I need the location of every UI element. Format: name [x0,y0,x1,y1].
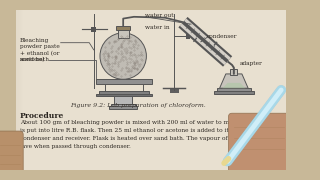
Text: Figure 9.2: Lab preparation of chloroform.: Figure 9.2: Lab preparation of chlorofor… [70,103,206,108]
Bar [0,10,16,170]
Bar [186,34,190,39]
Bar [109,106,138,109]
Text: adapter: adapter [239,61,262,66]
FancyBboxPatch shape [0,131,23,174]
Text: condenser: condenser [207,34,237,39]
Circle shape [100,33,146,79]
Bar [217,88,251,92]
Bar [116,26,130,30]
Bar [21,10,22,170]
Bar [214,91,253,94]
Text: lave when passed through condenser.: lave when passed through condenser. [20,144,131,149]
Text: is put into litre R.B. flask. Then 25 ml ethanol or acetone is added to it. Flas: is put into litre R.B. flask. Then 25 ml… [20,128,268,133]
Text: water in: water in [146,25,170,30]
Bar [230,69,237,75]
Bar [170,88,179,93]
Polygon shape [222,83,245,88]
Bar [118,29,129,38]
Text: condenser and receiver. Flask is heated over sand bath. The vapour of CHCl₃ and : condenser and receiver. Flask is heated … [20,136,284,141]
Bar [16,10,17,170]
Bar [22,10,23,170]
Bar [91,27,96,32]
FancyBboxPatch shape [228,113,289,174]
Polygon shape [220,74,248,88]
Bar [96,79,152,84]
Bar [99,91,149,95]
Bar [19,10,20,170]
Text: water out: water out [146,14,174,18]
Text: About 100 gm of bleaching powder is mixed with 200 ml of water to make paste whi: About 100 gm of bleaching powder is mixe… [20,120,276,125]
Text: Procedure: Procedure [20,112,64,120]
Bar [20,10,21,170]
Bar [18,10,19,170]
Bar [114,96,132,105]
Text: sand bath: sand bath [20,57,49,62]
Bar [111,104,136,107]
Bar [96,94,152,96]
Bar [17,10,18,170]
Text: Bleaching
powder paste
+ ethanol (or
acetone): Bleaching powder paste + ethanol (or ace… [20,38,60,62]
